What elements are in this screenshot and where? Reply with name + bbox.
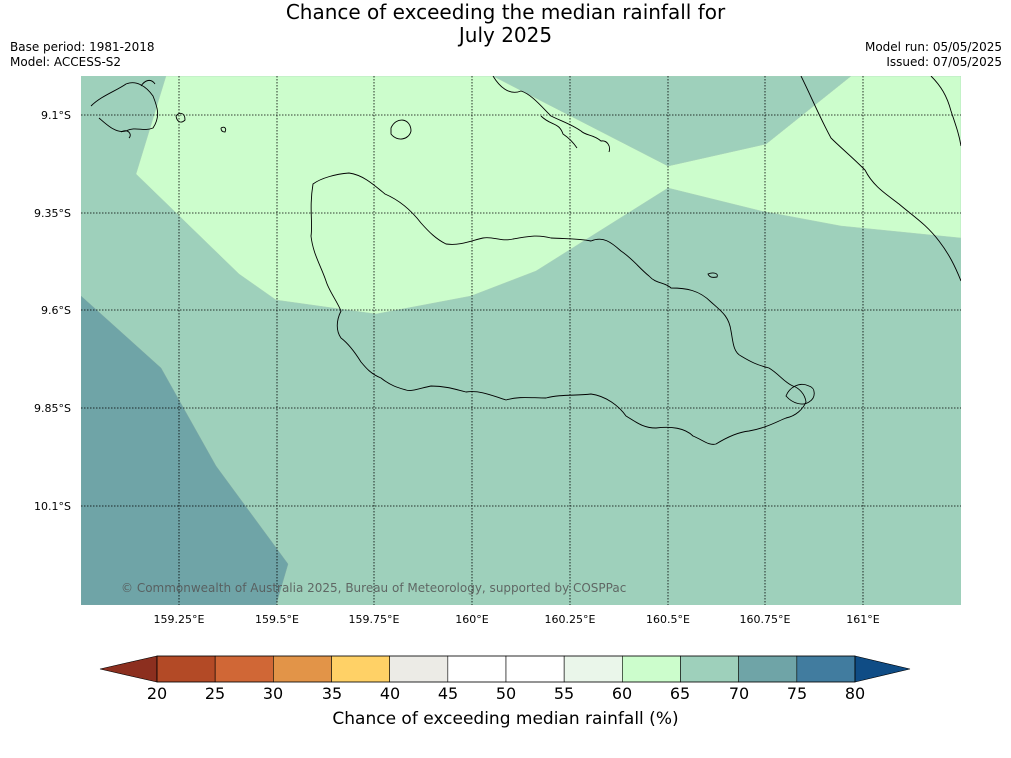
issued-text: Issued: 07/05/2025 [886, 55, 1002, 69]
colorbar-segment [680, 655, 739, 683]
colorbar-tick-75: 75 [786, 684, 808, 703]
colorbar-segment [622, 655, 681, 683]
lon-label-159-75: 159.75°E [348, 613, 400, 626]
colorbar-segment [505, 655, 565, 683]
colorbar-under-triangle [99, 655, 158, 683]
colorbar-segment [447, 655, 507, 683]
lat-label-10-1: 10.1°S [34, 500, 71, 513]
colorbar-tick-80: 80 [844, 684, 866, 703]
colorbar-tick-40: 40 [379, 684, 401, 703]
colorbar-tick-30: 30 [262, 684, 284, 703]
zone-65-70-wedge [492, 76, 852, 167]
colorbar-tick-70: 70 [728, 684, 750, 703]
santa-isabel-coast [800, 76, 961, 282]
colorbar-tick-25: 25 [204, 684, 226, 703]
model-text: Model: ACCESS-S2 [10, 55, 122, 69]
colorbar-segment [563, 655, 623, 683]
coastline-group [90, 76, 961, 445]
lat-label-9-6: 9.6°S [41, 304, 71, 317]
colorbar-segment [389, 655, 449, 683]
guadalcanal-coastline [310, 172, 807, 445]
model-run-text: Model run: 05/05/2025 [864, 40, 1002, 54]
chart-title-line1: Chance of exceeding the median rainfall … [285, 0, 726, 24]
chart-title-line2: July 2025 [458, 23, 553, 47]
colorbar-tick-55: 55 [553, 684, 575, 703]
colorbar-tick-50: 50 [495, 684, 517, 703]
colorbar-tick-60: 60 [611, 684, 633, 703]
lon-label-160-5: 160.5°E [646, 613, 690, 626]
colorbar [99, 655, 911, 683]
base-period-text: Base period: 1981-2018 [10, 40, 155, 54]
santa-isabel-upper [930, 76, 961, 147]
colorbar-segment [214, 655, 274, 683]
lon-label-160: 160°E [455, 613, 489, 626]
lon-label-161: 161°E [846, 613, 880, 626]
colorbar-segments [156, 655, 856, 683]
lon-label-159-25: 159.25°E [153, 613, 205, 626]
colorbar-segment [796, 655, 856, 683]
lat-label-9-85: 9.85°S [34, 402, 71, 415]
island-small-1 [390, 119, 412, 140]
lon-label-160-75: 160.75°E [739, 613, 791, 626]
copyright-text: © Commonwealth of Australia 2025, Bureau… [121, 581, 626, 595]
zone-70-75 [81, 295, 289, 605]
florida-islands [492, 76, 610, 153]
colorbar-outline [156, 655, 856, 683]
lon-label-159-5: 159.5°E [255, 613, 299, 626]
colorbar-segment [273, 655, 332, 683]
russell-islands-2 [120, 79, 156, 139]
gridlines [81, 76, 961, 605]
colorbar-title: Chance of exceeding median rainfall (%) [332, 709, 679, 729]
colorbar-over-triangle [854, 655, 911, 683]
lat-label-9-1: 9.1°S [41, 109, 71, 122]
island-east-cape [785, 383, 815, 405]
colorbar-tick-35: 35 [321, 684, 343, 703]
island-small-2 [707, 272, 718, 278]
lon-label-160-25: 160.25°E [544, 613, 596, 626]
colorbar-tick-65: 65 [669, 684, 691, 703]
rainfall-map: © Commonwealth of Australia 2025, Bureau… [81, 76, 961, 605]
colorbar-tick-45: 45 [437, 684, 459, 703]
colorbar-tick-20: 20 [146, 684, 168, 703]
colorbar-segment [331, 655, 390, 683]
russell-islands [90, 82, 227, 133]
colorbar-segment [156, 655, 216, 683]
lat-label-9-35: 9.35°S [34, 207, 71, 220]
colorbar-segment [738, 655, 798, 683]
